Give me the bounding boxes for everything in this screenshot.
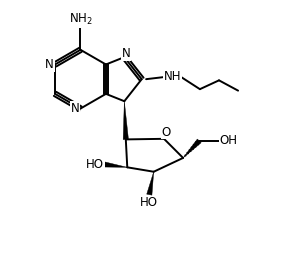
Text: O: O	[162, 126, 171, 139]
Text: N: N	[71, 102, 79, 115]
Text: N: N	[45, 58, 54, 71]
Text: NH$_2$: NH$_2$	[69, 12, 92, 27]
Text: N: N	[121, 47, 130, 60]
Polygon shape	[123, 101, 128, 140]
Polygon shape	[104, 162, 127, 167]
Text: HO: HO	[140, 196, 158, 209]
Polygon shape	[147, 172, 154, 195]
Text: OH: OH	[220, 134, 238, 147]
Text: HO: HO	[86, 158, 104, 171]
Polygon shape	[183, 139, 201, 158]
Text: NH: NH	[164, 70, 181, 83]
